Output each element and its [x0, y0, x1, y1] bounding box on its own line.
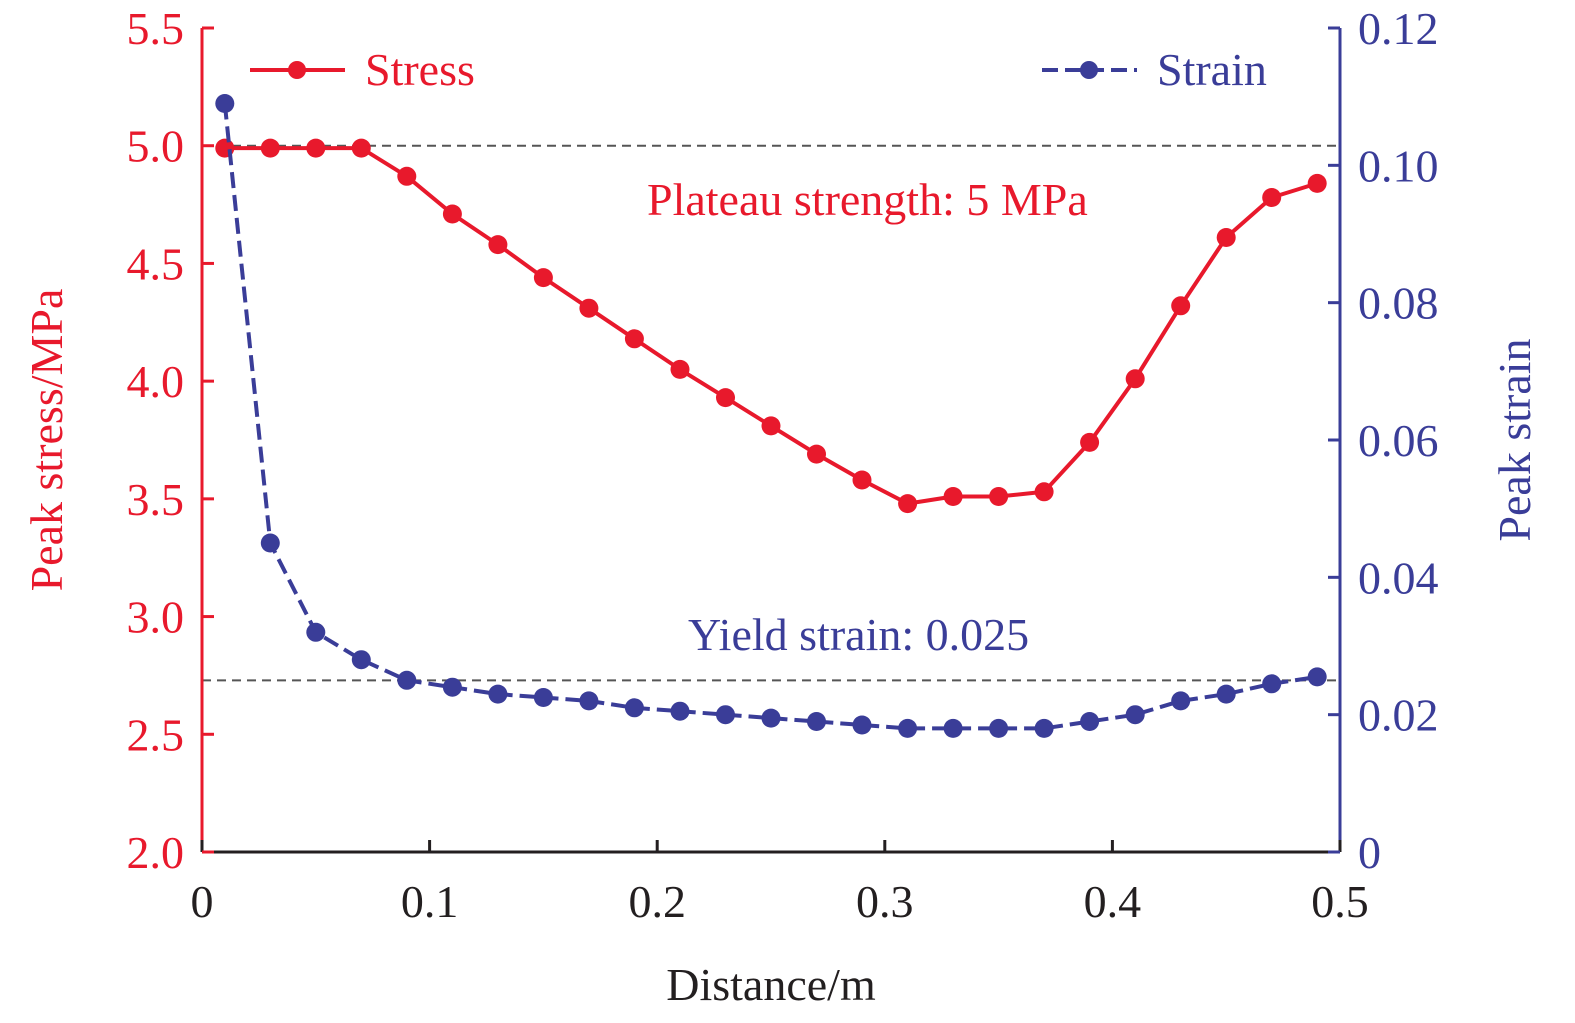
stress-data-point [624, 329, 644, 349]
stress-data-point [716, 388, 735, 408]
stress-data-point [533, 268, 553, 288]
legend-stress: Stress [250, 44, 475, 95]
strain-data-point [488, 684, 508, 704]
strain-data-point [670, 701, 690, 721]
right-tick-label: 0.04 [1358, 552, 1439, 603]
stress-data-point [898, 494, 918, 514]
right-tick-label: 0.12 [1358, 3, 1439, 54]
stress-data-point [807, 444, 826, 464]
stress-data-point [1262, 188, 1282, 207]
legend-stress-label: Stress [365, 44, 475, 95]
strain-data-point [1262, 674, 1282, 694]
left-tick-label: 3.5 [127, 474, 185, 525]
stress-data-point [989, 487, 1009, 506]
stress-data-point [1034, 482, 1054, 502]
strain-data-point [215, 94, 235, 113]
reference-lines [202, 144, 1340, 682]
stress-data-point [761, 416, 781, 436]
series-layer [215, 94, 1327, 738]
stress-data-point [488, 235, 508, 255]
strain-data-point [989, 718, 1009, 738]
left-tick-label: 3.0 [127, 592, 185, 643]
plateau-strength-annotation: Plateau strength: 5 MPa [647, 174, 1088, 225]
stress-data-point [670, 359, 690, 379]
strain-data-point [1125, 705, 1145, 725]
left-tick-label: 2.5 [127, 709, 185, 760]
stress-data-point [852, 470, 872, 490]
strain-data-point [533, 688, 553, 707]
legend-strain: Strain [1042, 44, 1267, 95]
stress-data-point [1307, 173, 1327, 193]
x-tick-label: 0.1 [401, 876, 459, 927]
stress-data-point [1216, 228, 1236, 247]
strain-data-point [442, 677, 462, 697]
x-axis-title: Distance/m [666, 959, 876, 1010]
strain-data-point [716, 705, 735, 725]
right-tick-label: 0.06 [1358, 415, 1439, 466]
right-tick-label: 0.02 [1358, 690, 1439, 741]
stress-data-point [1171, 296, 1191, 316]
strain-data-point [761, 708, 781, 728]
strain-data-point [1080, 712, 1100, 731]
left-tick-label: 4.5 [127, 238, 185, 289]
x-tick-label: 0 [191, 876, 214, 927]
strain-data-point [898, 718, 918, 738]
right-tick-label: 0.10 [1358, 140, 1439, 191]
left-tick-label: 4.0 [127, 356, 185, 407]
strain-data-point [579, 691, 599, 711]
stress-data-point [397, 166, 417, 186]
tick-labels: 0 0.1 0.2 0.3 0.4 0.5 2.0 2.5 3.0 3.5 4.0 4.5 5.0 5.5… [127, 3, 1439, 927]
right-axis-title: Peak strain [1489, 338, 1540, 541]
stress-data-point [1080, 432, 1100, 452]
stress-data-point [260, 138, 280, 158]
strain-data-point [943, 718, 963, 738]
left-axis-title: Peak stress/MPa [21, 289, 72, 592]
strain-data-point [1034, 718, 1054, 738]
left-tick-label: 5.5 [127, 3, 185, 54]
strain-data-point [852, 715, 872, 735]
strain-data-point [624, 698, 644, 718]
strain-data-point [1307, 667, 1327, 687]
left-tick-label: 5.0 [127, 121, 185, 172]
tick-marks [200, 26, 1342, 854]
axes [200, 28, 1342, 854]
right-tick-label: 0.08 [1358, 278, 1439, 329]
x-tick-label: 0.5 [1311, 876, 1369, 927]
stress-data-point [1125, 369, 1145, 389]
strain-data-point [1216, 684, 1236, 704]
stress-data-point [306, 138, 326, 158]
stress-data-point [442, 204, 462, 224]
stress-data-point [351, 138, 371, 158]
x-tick-label: 0.2 [628, 876, 686, 927]
x-tick-label: 0.4 [1084, 876, 1142, 927]
yield-strain-annotation: Yield strain: 0.025 [688, 609, 1029, 660]
left-tick-label: 2.0 [127, 827, 185, 878]
x-tick-label: 0.3 [856, 876, 914, 927]
strain-data-point [807, 712, 826, 731]
stress-data-point [579, 298, 599, 318]
stress-data-point [943, 487, 963, 506]
strain-data-point [260, 533, 280, 553]
legend-strain-label: Strain [1157, 44, 1267, 95]
strain-data-point [1171, 691, 1191, 711]
strain-data-point [306, 622, 326, 642]
strain-data-point [397, 670, 417, 690]
right-tick-label: 0 [1358, 827, 1381, 878]
strain-data-point [351, 650, 371, 670]
legend-stress-marker [288, 61, 306, 79]
legend-strain-marker [1080, 61, 1098, 79]
